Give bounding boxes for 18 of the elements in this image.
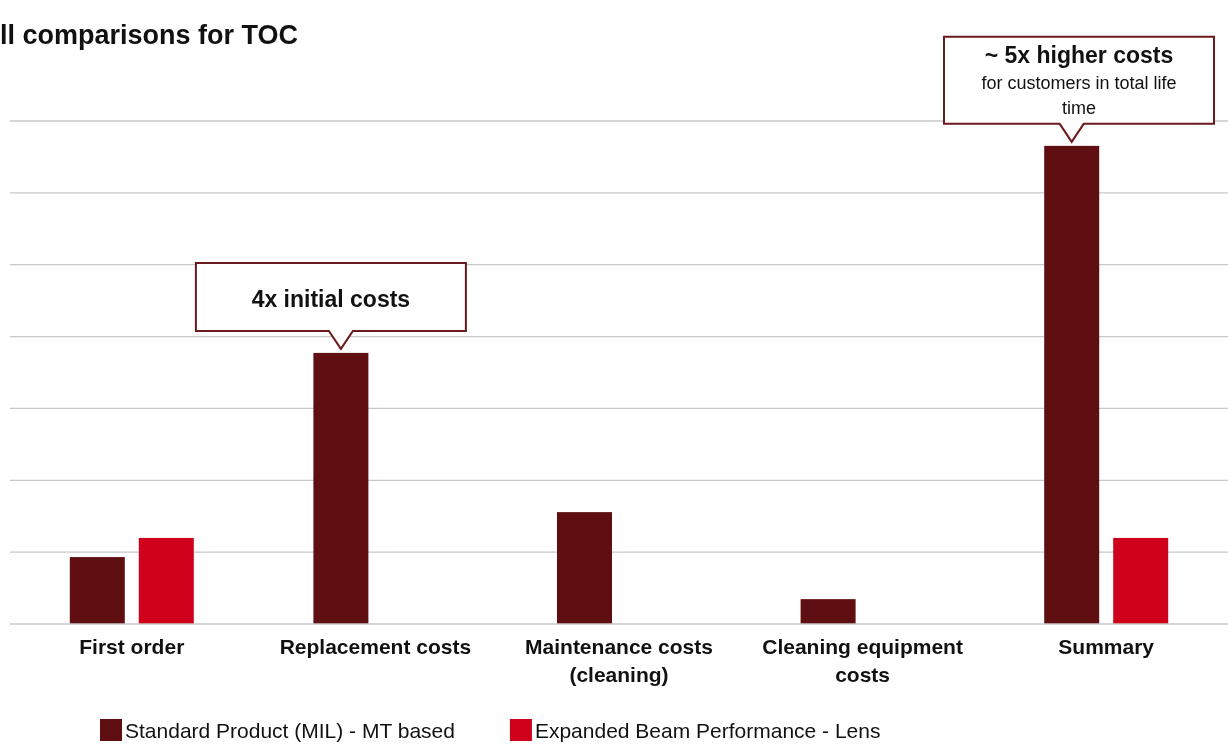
bar — [138, 537, 194, 624]
bar — [1044, 145, 1100, 624]
legend-label: Standard Product (MIL) - MT based — [125, 719, 455, 742]
x-tick-label: First order — [79, 635, 185, 658]
bar — [1113, 537, 1169, 624]
x-tick-label: Cleaning equipment costs — [762, 635, 963, 686]
x-tick-label: Replacement costs — [279, 635, 472, 658]
bar — [313, 352, 369, 624]
bar — [69, 557, 125, 624]
bar — [800, 599, 856, 624]
chart-title: ll comparisons for TOC — [0, 20, 299, 50]
text: ~ 5x higher costs — [984, 41, 1174, 68]
annotation: 4x initial costs — [251, 285, 411, 312]
x-tick-label: Maintenance costs (cleaning) — [525, 635, 713, 686]
text: for customers in total life time — [981, 72, 1177, 118]
legend-label: Expanded Beam Performance - Lens — [534, 719, 881, 742]
bar — [557, 512, 612, 624]
x-tick-label: Summary — [1058, 635, 1155, 658]
